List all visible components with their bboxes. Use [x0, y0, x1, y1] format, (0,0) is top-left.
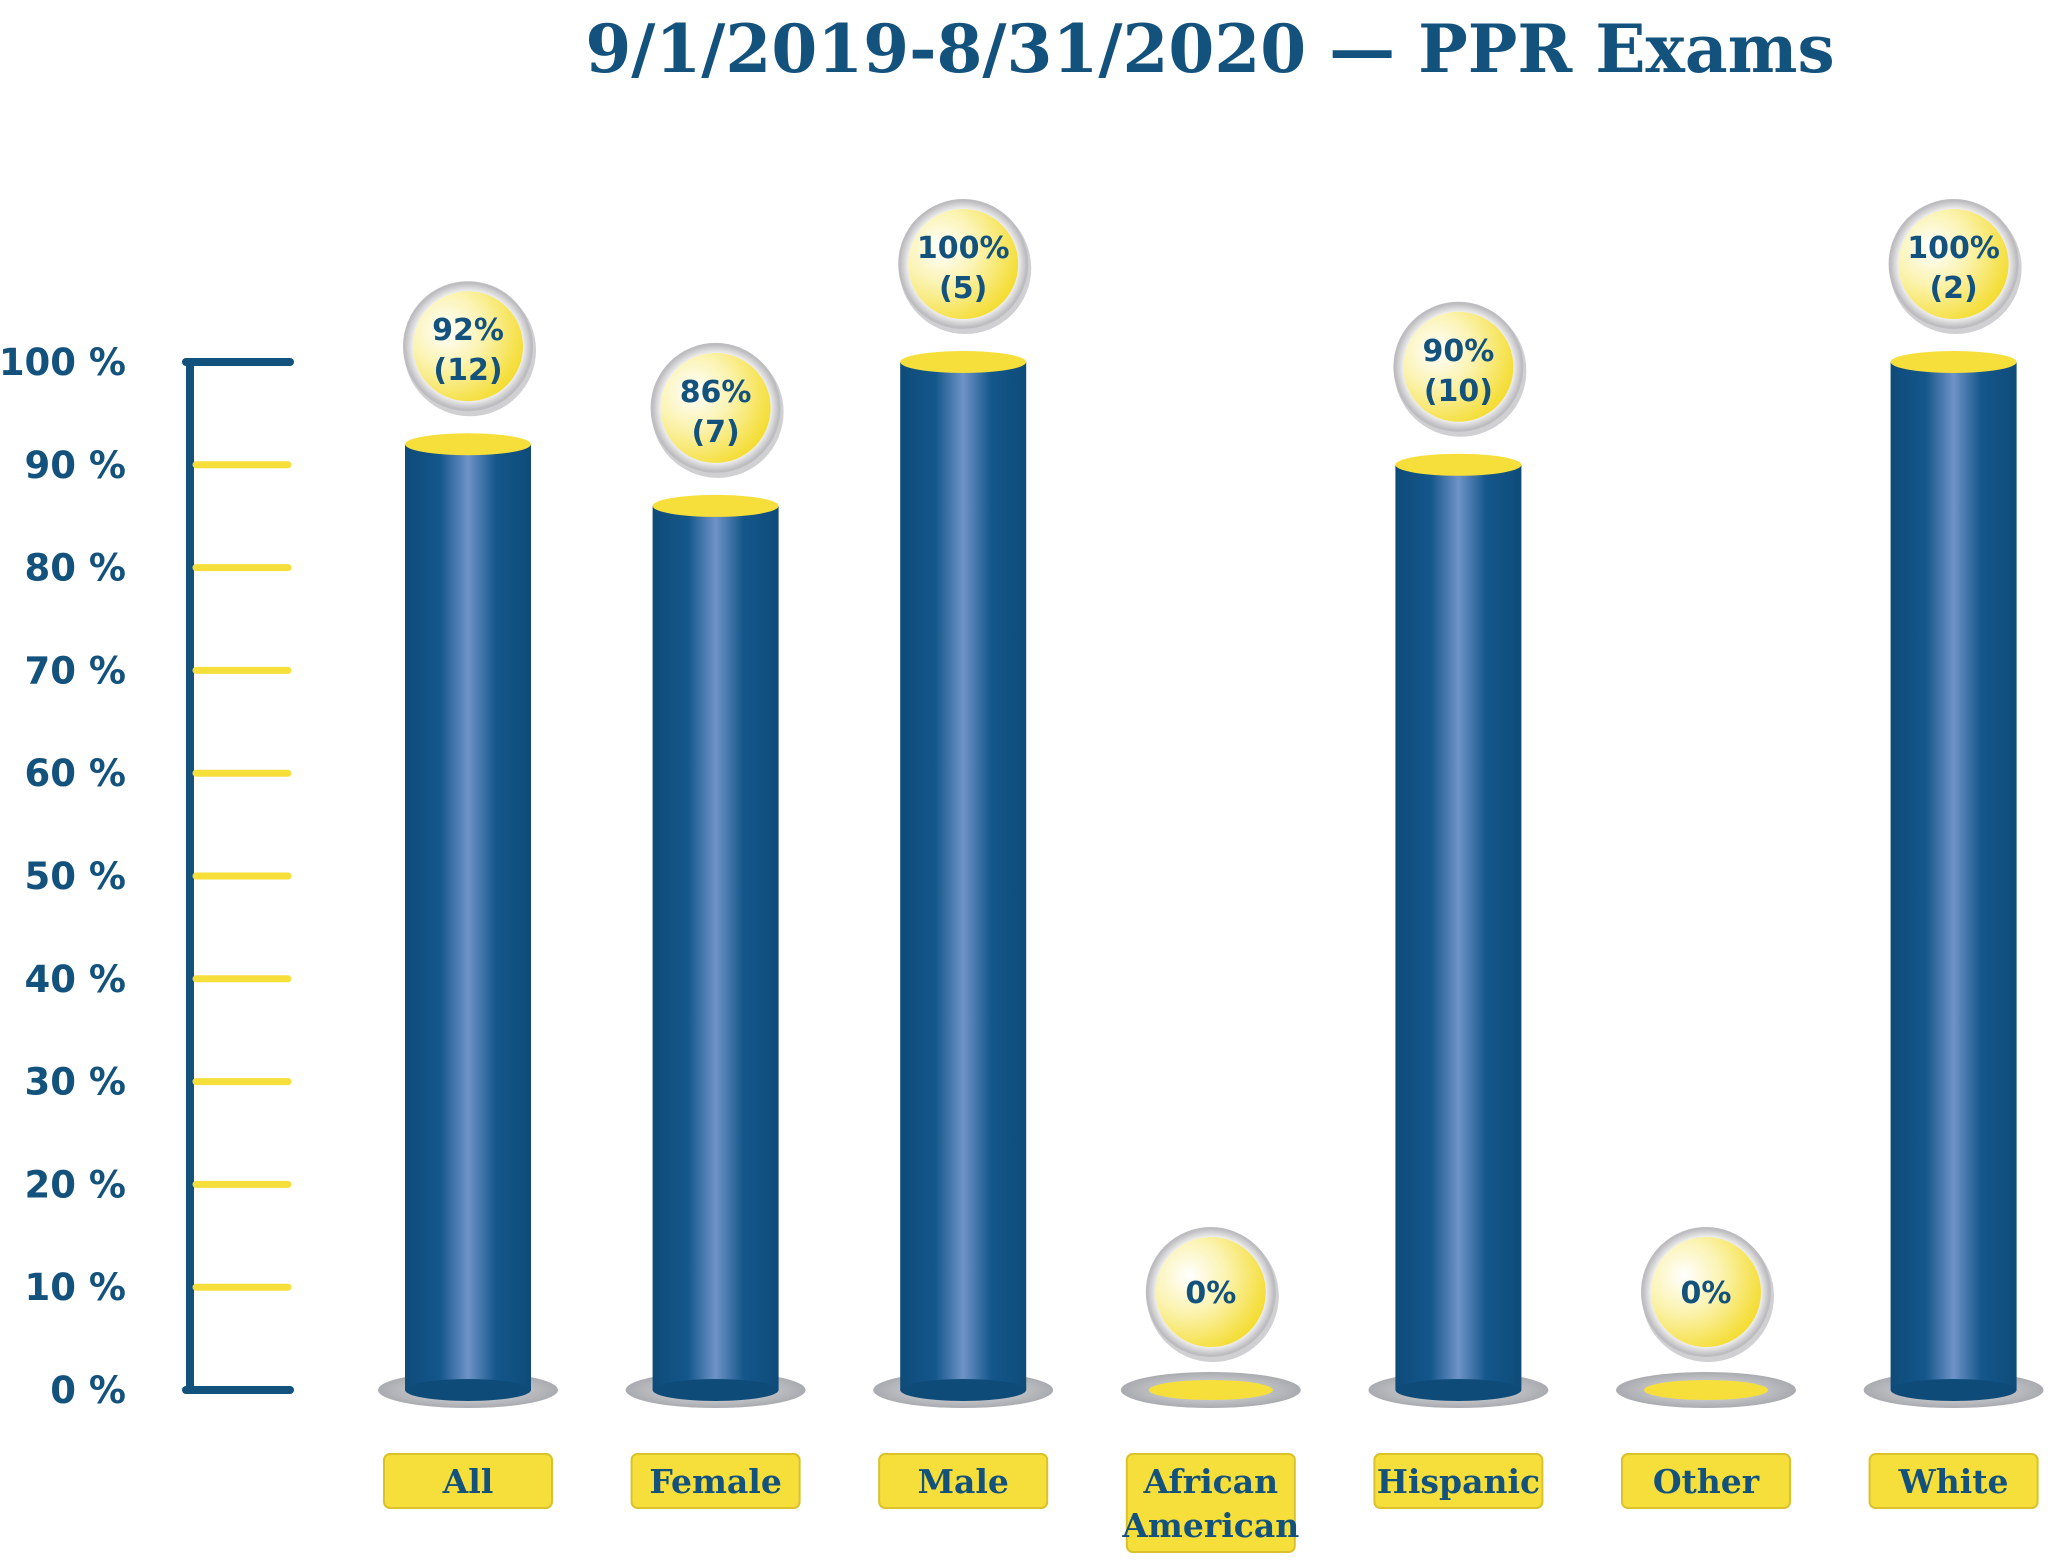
category-label: All: [383, 1453, 553, 1509]
category-labels-group: All Female Male African American Hispanic Othe…: [383, 1453, 2039, 1553]
data-label-percent: 90%: [1422, 334, 1494, 369]
badge-fill: [1155, 1237, 1266, 1347]
y-tick-label: 50 %: [25, 855, 126, 898]
data-label-percent: 86%: [680, 375, 752, 410]
bar-bottom: [900, 1379, 1027, 1401]
category-label-text: Hispanic: [1377, 1462, 1540, 1501]
data-label-percent: 0%: [1185, 1276, 1236, 1311]
data-label-percent: 100%: [917, 231, 1010, 266]
bar-bottom: [652, 1379, 779, 1401]
category-label: Female: [630, 1453, 801, 1509]
data-label-count: (10): [1424, 374, 1493, 409]
category-label-box: [383, 1453, 553, 1509]
category-label: African American: [1121, 1453, 1299, 1553]
y-tick-label: 80 %: [25, 547, 126, 590]
bar-group: 90% (10): [1368, 301, 1549, 1408]
badge-fill: [1403, 311, 1514, 422]
data-label-percent: 100%: [1907, 231, 2000, 266]
bar: [652, 505, 779, 1390]
bar: [405, 444, 531, 1390]
category-label-box: [1373, 1453, 1544, 1509]
bar-zero-disc: [1644, 1380, 1768, 1400]
y-tick-label: 60 %: [25, 752, 126, 795]
category-label-text: American: [1121, 1506, 1299, 1545]
bar-top-cap: [405, 433, 531, 456]
data-label-count: (2): [1929, 271, 1977, 306]
badge-fill: [908, 209, 1019, 319]
bars-group: 92%(12)86%(7)100%(5)0%90%(10)0%100%(2): [378, 199, 2044, 1408]
category-label-box: [1621, 1453, 1791, 1509]
badge-fill: [660, 352, 771, 463]
category-label-text: All: [442, 1462, 494, 1501]
data-label-percent: 0%: [1681, 1276, 1732, 1311]
chart-title: 9/1/2019-8/31/2020 — PPR Exams: [585, 10, 1834, 88]
bar-top-cap: [900, 351, 1027, 373]
category-label-box: [630, 1453, 801, 1509]
data-label-count: (12): [433, 353, 502, 388]
badge-fill: [1651, 1237, 1761, 1347]
badge-fill: [413, 291, 523, 402]
data-label-count: (5): [939, 271, 987, 306]
bar-zero-disc: [1148, 1380, 1273, 1400]
y-tick-label: 90 %: [25, 444, 126, 487]
bar-top-cap: [1890, 351, 2017, 373]
category-label: White: [1868, 1453, 2039, 1509]
bar-group: 0%: [1616, 1227, 1796, 1408]
data-label-badge: 100% (5): [898, 199, 1032, 334]
data-label-badge: 0%: [1641, 1227, 1774, 1362]
badge-fill: [1898, 209, 2009, 319]
bar: [1890, 362, 2017, 1390]
bar: [900, 362, 1027, 1390]
category-label-text: African: [1142, 1462, 1278, 1501]
y-tick-label: 30 %: [25, 1061, 126, 1104]
y-tick-label: 70 %: [25, 649, 126, 692]
category-label-box: [878, 1453, 1049, 1509]
category-label: Other: [1621, 1453, 1791, 1509]
bar-bottom: [1395, 1379, 1522, 1401]
y-tick-label: 100 %: [0, 341, 126, 384]
bar-bottom: [1890, 1379, 2017, 1401]
category-label-box: [1125, 1453, 1296, 1553]
bar-group: 100% (2): [1863, 199, 2044, 1408]
category-label-text: Female: [649, 1462, 781, 1501]
category-label-box: [1868, 1453, 2039, 1509]
bar-group: 86%(7): [625, 342, 806, 1408]
data-label-badge: 0%: [1145, 1227, 1279, 1362]
bar-group: 92% (12): [378, 281, 558, 1408]
data-label-badge: 100% (2): [1888, 199, 2022, 334]
data-label-badge: 86%(7): [650, 342, 784, 478]
bar-top-cap: [1395, 453, 1522, 476]
category-label: Male: [878, 1453, 1049, 1509]
bar: [1395, 464, 1522, 1390]
category-label-text: Male: [917, 1462, 1008, 1501]
y-tick-label: 10 %: [25, 1266, 126, 1309]
category-label-text: White: [1898, 1462, 2009, 1501]
bar-group: 100% (5): [873, 199, 1054, 1408]
data-label-percent: 92%: [432, 313, 504, 348]
category-label-text: Other: [1653, 1462, 1760, 1501]
data-label-badge: 90% (10): [1393, 301, 1527, 437]
category-label: Hispanic: [1373, 1453, 1544, 1509]
bar-bottom: [405, 1379, 531, 1401]
data-label-badge: 92% (12): [403, 281, 536, 417]
y-tick-label: 20 %: [25, 1163, 126, 1206]
data-label-count: (7): [691, 415, 739, 450]
y-tick-label: 40 %: [25, 958, 126, 1001]
bar-top-cap: [652, 494, 779, 517]
y-tick-label: 0 %: [50, 1369, 126, 1412]
bar-group: 0%: [1120, 1227, 1301, 1408]
y-axis: 0 % 10 % 20 % 30 % 40 % 50 % 60 % 70 % 80 % 90 % 1…: [0, 341, 294, 1412]
